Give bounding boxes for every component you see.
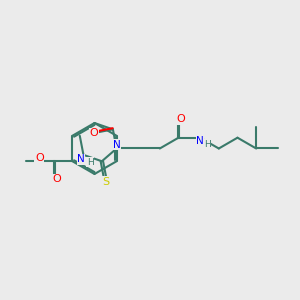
Text: S: S — [102, 177, 110, 187]
Text: H: H — [87, 158, 93, 167]
Text: H: H — [204, 140, 211, 149]
Text: O: O — [52, 174, 61, 184]
Text: N: N — [113, 140, 121, 150]
Text: N: N — [196, 136, 204, 146]
Text: N: N — [77, 154, 85, 164]
Text: O: O — [35, 153, 44, 163]
Text: O: O — [176, 114, 185, 124]
Text: O: O — [89, 128, 98, 138]
